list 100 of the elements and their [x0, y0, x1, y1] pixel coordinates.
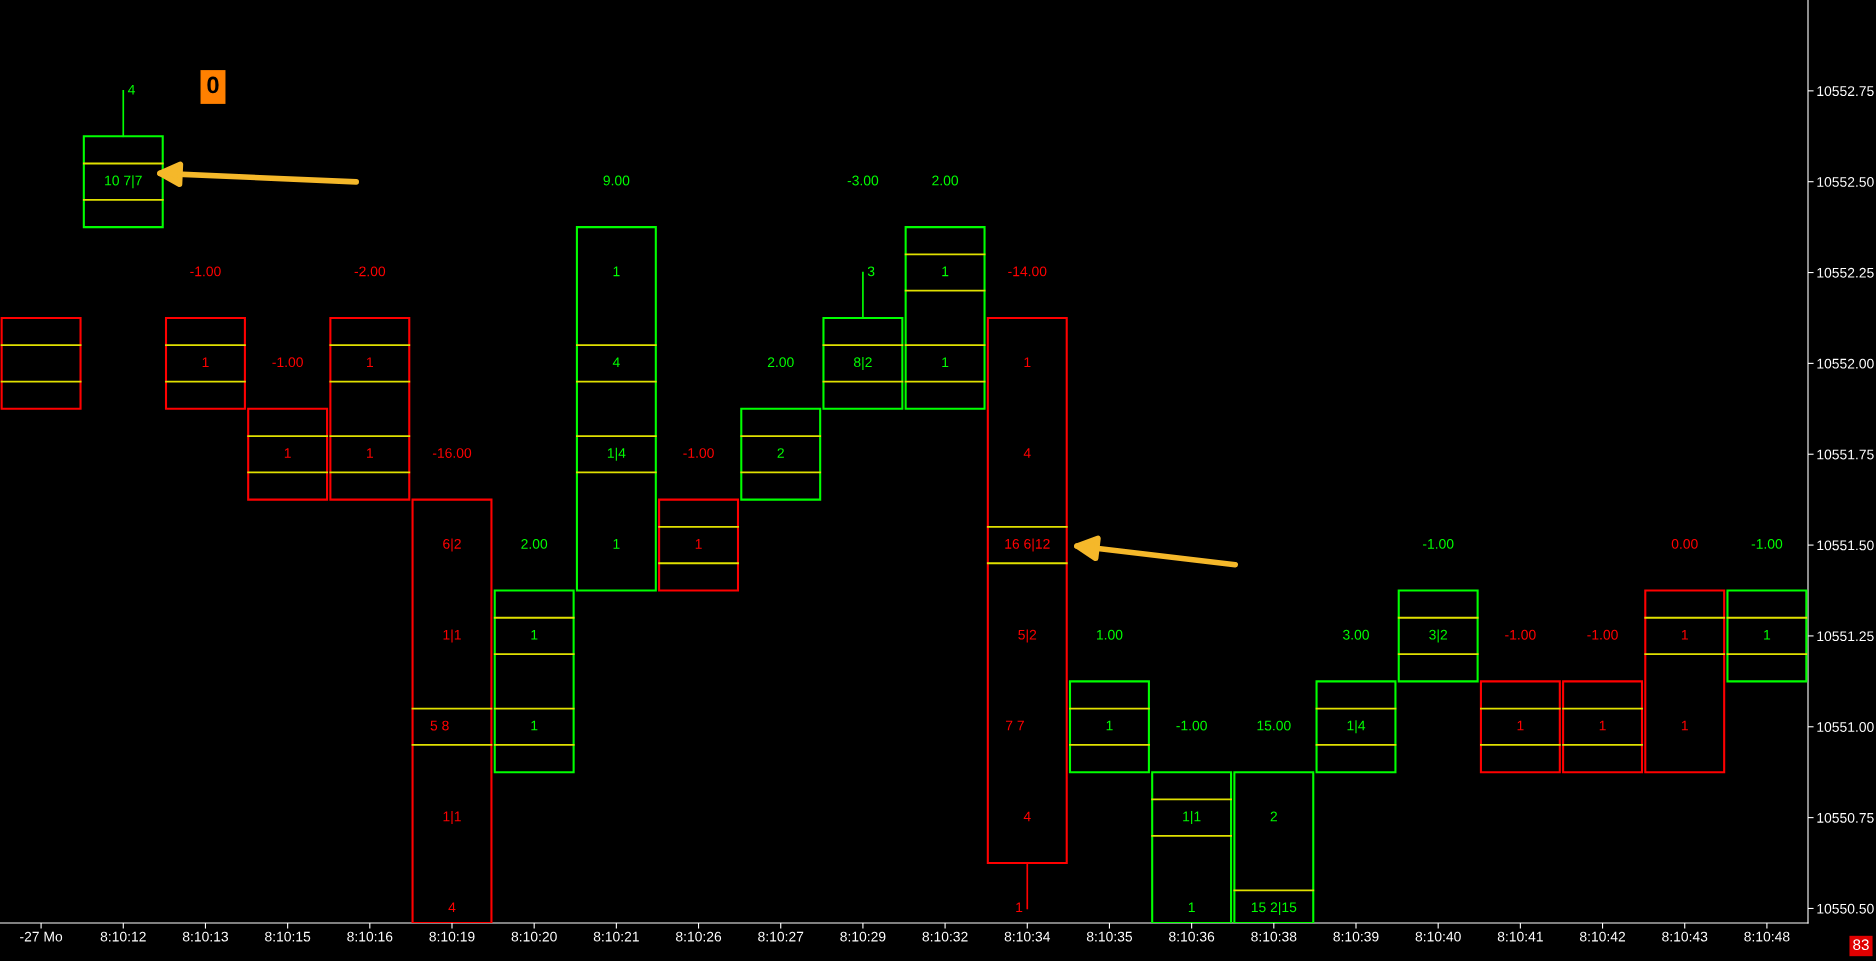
- x-tick-label: -27 Mo: [20, 931, 63, 942]
- annotation: -3.00: [847, 175, 879, 186]
- annotation: 15 2|15: [1251, 901, 1297, 915]
- annotation: 1: [695, 539, 702, 549]
- annotation: 5|2: [1018, 629, 1037, 643]
- y-tick-label: 10551.00: [1817, 722, 1874, 732]
- annotation: 1: [613, 266, 620, 277]
- annotation: -1.00: [1587, 629, 1618, 640]
- annotation: 1: [531, 629, 538, 640]
- annotation: 3: [867, 266, 875, 277]
- x-tick-label: 8:10:38: [1251, 931, 1297, 942]
- x-tick-label: 8:10:39: [1333, 931, 1379, 942]
- annotation: 15.00: [1257, 720, 1291, 731]
- annotation: 4: [1023, 448, 1031, 458]
- x-tick-label: 8:10:42: [1579, 931, 1626, 942]
- annotation: -1.00: [683, 448, 714, 458]
- annotation: 4: [127, 84, 135, 95]
- annotation: 1: [942, 357, 949, 367]
- annotation: 6|2: [443, 538, 461, 552]
- x-tick-label: 8:10:26: [675, 931, 722, 942]
- annotation: -1.00: [272, 357, 303, 368]
- annotation: -1.00: [190, 266, 221, 277]
- annotation: 2.00: [767, 357, 794, 368]
- text: 83: [1853, 939, 1869, 951]
- annotation: 1|1: [443, 811, 461, 825]
- y-tick-label: 10551.25: [1817, 631, 1874, 642]
- x-tick-label: 8:10:41: [1497, 931, 1543, 942]
- candlestick: [0, 316, 82, 410]
- candlestick: [1397, 589, 1479, 683]
- x-tick-label: 8:10:35: [1086, 931, 1133, 942]
- annotation: 3.00: [1343, 629, 1369, 640]
- annotation: -16.00: [432, 448, 472, 458]
- annotation: 9.00: [603, 175, 630, 186]
- annotation: 1: [367, 357, 373, 367]
- candlestick: [1315, 680, 1397, 774]
- annotation: 1: [367, 448, 373, 458]
- x-tick-label: 8:10:29: [840, 931, 886, 942]
- annotation: 4: [448, 902, 456, 913]
- x-tick-label: 8:10:43: [1662, 931, 1708, 942]
- y-tick-label: 10550.75: [1817, 812, 1874, 823]
- annotation: 1: [1016, 902, 1023, 913]
- annotation: 2: [777, 448, 784, 458]
- annotation: 0.00: [1671, 538, 1698, 549]
- annotation: 1|4: [607, 447, 626, 461]
- annotation: 16 6|12: [1005, 538, 1050, 552]
- annotation: 0: [207, 76, 219, 94]
- y-tick-label: 10552.75: [1817, 86, 1874, 97]
- candlestick: [411, 498, 493, 923]
- annotation: 1|4: [1347, 720, 1366, 734]
- annotation: 8|2: [853, 356, 872, 370]
- annotation: 1: [942, 266, 949, 277]
- x-tick-label: 8:10:21: [593, 931, 639, 942]
- annotation: -1.00: [1505, 629, 1536, 640]
- x-tick-label: 8:10:15: [265, 931, 311, 942]
- y-tick-label: 10552.00: [1817, 358, 1874, 369]
- annotation: 1: [1106, 720, 1113, 731]
- annotation: 1|1: [1183, 811, 1201, 825]
- annotation: -14.00: [1008, 266, 1047, 277]
- y-tick-label: 10552.25: [1817, 267, 1874, 278]
- y-tick-label: 10551.50: [1817, 540, 1874, 551]
- annotation: 3|2: [1429, 629, 1448, 643]
- annotation: -1.00: [1751, 538, 1783, 549]
- annotation: 1: [202, 357, 209, 367]
- annotation: 1: [1764, 629, 1771, 640]
- annotation: 1: [613, 539, 620, 549]
- annotation: 1: [1681, 629, 1688, 640]
- annotation: 2.00: [932, 175, 959, 186]
- annotation: 1: [1681, 720, 1688, 731]
- y-tick-label: 10550.50: [1817, 903, 1874, 914]
- x-tick-label: 8:10:16: [347, 931, 393, 942]
- annotation: 1: [1188, 902, 1195, 913]
- x-tick-label: 8:10:12: [100, 931, 146, 942]
- annotation: 1: [1024, 357, 1031, 367]
- x-tick-label: 8:10:40: [1415, 931, 1461, 942]
- x-tick-label: 8:10:13: [182, 931, 229, 942]
- annotation: 2.00: [521, 538, 548, 549]
- annotation: 10 7|7: [105, 175, 142, 189]
- annotation: 1: [1517, 720, 1524, 731]
- annotation: -1.00: [1176, 720, 1207, 731]
- annotation: 7 7: [1006, 720, 1024, 731]
- annotation: -1.00: [1422, 538, 1454, 549]
- x-tick-label: 8:10:48: [1744, 931, 1790, 942]
- x-tick-label: 8:10:27: [758, 931, 804, 942]
- y-tick-label: 10552.50: [1817, 177, 1874, 187]
- annotation: 5 8: [430, 720, 449, 731]
- annotation: 4: [612, 357, 620, 367]
- annotation: 1|1: [443, 629, 461, 643]
- x-tick-label: 8:10:19: [429, 931, 475, 942]
- annotation: 1: [531, 720, 538, 731]
- annotation: 1.00: [1097, 629, 1123, 640]
- candlestick: [904, 226, 986, 410]
- annotation: 1: [284, 448, 291, 458]
- annotation: 1: [1599, 720, 1606, 731]
- x-tick-label: 8:10:32: [922, 931, 968, 942]
- x-tick-label: 8:10:20: [511, 931, 557, 942]
- annotation: 4: [1023, 811, 1031, 822]
- x-tick-label: 8:10:36: [1169, 931, 1215, 942]
- candlestick: [658, 498, 740, 592]
- y-tick-label: 10551.75: [1817, 449, 1874, 460]
- x-tick-label: 8:10:34: [1004, 931, 1051, 942]
